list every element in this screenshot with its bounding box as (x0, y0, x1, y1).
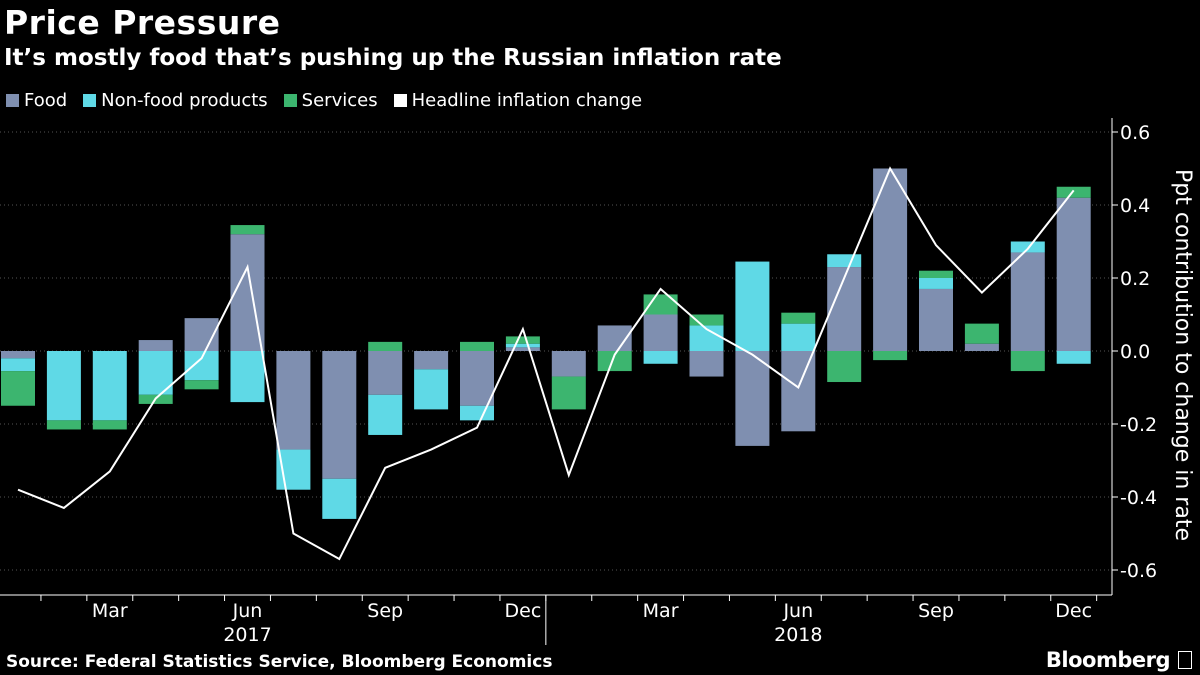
legend-label-services: Services (301, 90, 378, 111)
bar-services (551, 376, 586, 410)
bar-non-food-products (460, 405, 494, 421)
bar-non-food-products (92, 351, 127, 421)
y-axis-label: Ppt contribution to change in rate (1170, 169, 1195, 541)
bar-food (460, 351, 494, 406)
bar-non-food-products (643, 351, 678, 364)
bar-food (781, 351, 816, 432)
bar-food (368, 351, 403, 395)
legend-swatch-non-food (83, 94, 97, 107)
bar-non-food-products (46, 351, 81, 421)
legend-label-headline: Headline inflation change (411, 90, 643, 111)
x-tick-label: Sep (367, 600, 403, 622)
legend-label-non-food: Non-food products (101, 90, 268, 111)
bar-services (873, 351, 908, 361)
legend-item-non-food: Non-food products (83, 90, 268, 111)
x-tick-label: Mar (643, 600, 679, 622)
bar-services (1010, 351, 1045, 372)
source-note: Source: Federal Statistics Service, Bloo… (6, 652, 553, 672)
y-tick-label: -0.2 (1120, 414, 1157, 436)
bar-services (460, 341, 494, 351)
bar-non-food-products (827, 254, 862, 268)
legend-swatch-services (283, 94, 297, 107)
bar-food (735, 351, 770, 446)
bar-food (276, 351, 311, 450)
bar-food (322, 351, 357, 479)
x-tick-label: Mar (92, 600, 128, 622)
bar-services (184, 380, 219, 390)
bar-non-food-products (368, 394, 403, 435)
legend-swatch-food (6, 94, 19, 107)
bar-services (505, 336, 540, 344)
chart-title: Price Pressure (4, 3, 281, 42)
x-tick-label: Dec (505, 600, 542, 622)
x-year-label: 2018 (774, 624, 822, 646)
bar-non-food-products (735, 261, 770, 351)
bar-food (827, 267, 862, 351)
bloomberg-logo: Bloomberg (1045, 648, 1171, 672)
bar-non-food-products (919, 278, 953, 289)
y-tick-label: 0.2 (1120, 268, 1150, 290)
bar-services (781, 312, 816, 324)
x-tick-label: Sep (918, 600, 954, 622)
bar-food (1056, 197, 1091, 351)
bar-services (92, 420, 127, 430)
bar-food (1010, 252, 1045, 351)
bar-food (505, 347, 540, 351)
y-tick-label: -0.6 (1120, 560, 1157, 582)
bar-services (689, 314, 724, 326)
bar-food (873, 168, 908, 351)
x-tick-label: Jun (232, 600, 263, 622)
bar-food (414, 351, 449, 370)
bar-services (919, 270, 953, 278)
bar-services (827, 351, 862, 383)
y-tick-label: -0.4 (1120, 487, 1157, 509)
bar-non-food-products (184, 351, 219, 381)
bar-services (230, 225, 265, 235)
x-tick-label: Dec (1055, 600, 1092, 622)
chart-subtitle: It’s mostly food that’s pushing up the R… (4, 45, 782, 71)
x-year-label: 2017 (223, 624, 271, 646)
bar-services (964, 323, 999, 344)
legend-item-services: Services (283, 90, 378, 111)
y-tick-label: 0.6 (1120, 122, 1150, 144)
headline-inflation-line (17, 166, 1075, 561)
bar-food (964, 343, 999, 351)
bar-services (1056, 186, 1091, 198)
bar-food (138, 340, 173, 351)
x-tick-label: Jun (782, 600, 813, 622)
y-tick-label: 0.4 (1120, 195, 1150, 217)
bar-non-food-products (505, 343, 540, 348)
bar-non-food-products (322, 478, 357, 519)
y-tick-label: 0.0 (1120, 341, 1150, 363)
bar-non-food-products (1, 358, 35, 372)
bar-non-food-products (781, 323, 816, 351)
bar-food (643, 314, 678, 351)
bar-food (919, 288, 953, 351)
bloomberg-terminal-icon (1178, 651, 1192, 669)
bar-food (551, 351, 586, 377)
bar-non-food-products (1010, 241, 1045, 253)
legend-item-food: Food (6, 90, 67, 111)
bar-services (368, 341, 403, 351)
bar-services (597, 351, 632, 372)
legend-label-food: Food (24, 90, 68, 111)
bar-services (46, 420, 81, 430)
legend-swatch-headline (393, 94, 407, 107)
bar-non-food-products (1056, 351, 1091, 364)
bar-food (1, 351, 35, 359)
bar-non-food-products (230, 351, 265, 403)
bar-non-food-products (414, 369, 449, 410)
bar-services (1, 371, 35, 406)
legend: Food Non-food products Services Headline… (6, 90, 658, 111)
bar-food (689, 351, 724, 377)
legend-item-headline: Headline inflation change (393, 90, 643, 111)
